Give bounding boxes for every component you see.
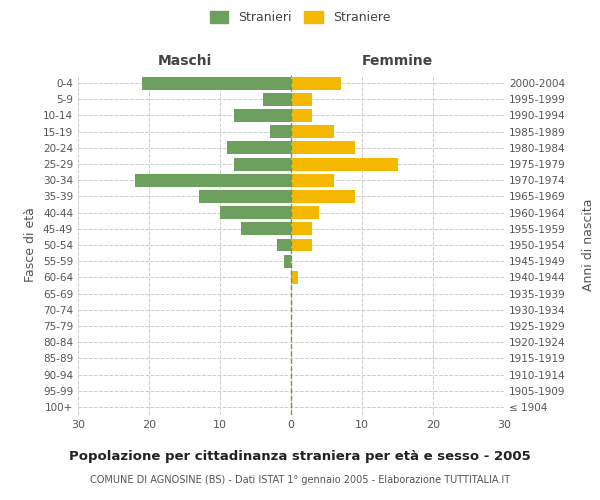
Bar: [291, 238, 313, 252]
Y-axis label: Anni di nascita: Anni di nascita: [582, 198, 595, 291]
Text: Femmine: Femmine: [362, 54, 433, 68]
Bar: [270, 125, 291, 138]
Bar: [291, 109, 313, 122]
Bar: [234, 158, 291, 170]
Bar: [291, 125, 334, 138]
Bar: [291, 206, 319, 219]
Bar: [234, 109, 291, 122]
Bar: [284, 254, 291, 268]
Text: Maschi: Maschi: [157, 54, 212, 68]
Bar: [135, 174, 291, 186]
Bar: [291, 271, 298, 284]
Bar: [199, 190, 291, 203]
Bar: [142, 76, 291, 90]
Bar: [227, 142, 291, 154]
Bar: [277, 238, 291, 252]
Text: COMUNE DI AGNOSINE (BS) - Dati ISTAT 1° gennaio 2005 - Elaborazione TUTTITALIA.I: COMUNE DI AGNOSINE (BS) - Dati ISTAT 1° …: [90, 475, 510, 485]
Y-axis label: Fasce di età: Fasce di età: [25, 208, 37, 282]
Bar: [263, 93, 291, 106]
Legend: Stranieri, Straniere: Stranieri, Straniere: [209, 11, 391, 24]
Bar: [291, 190, 355, 203]
Bar: [241, 222, 291, 235]
Bar: [291, 222, 313, 235]
Bar: [291, 158, 398, 170]
Bar: [291, 93, 313, 106]
Bar: [291, 76, 341, 90]
Bar: [291, 174, 334, 186]
Text: Popolazione per cittadinanza straniera per età e sesso - 2005: Popolazione per cittadinanza straniera p…: [69, 450, 531, 463]
Bar: [220, 206, 291, 219]
Bar: [291, 142, 355, 154]
